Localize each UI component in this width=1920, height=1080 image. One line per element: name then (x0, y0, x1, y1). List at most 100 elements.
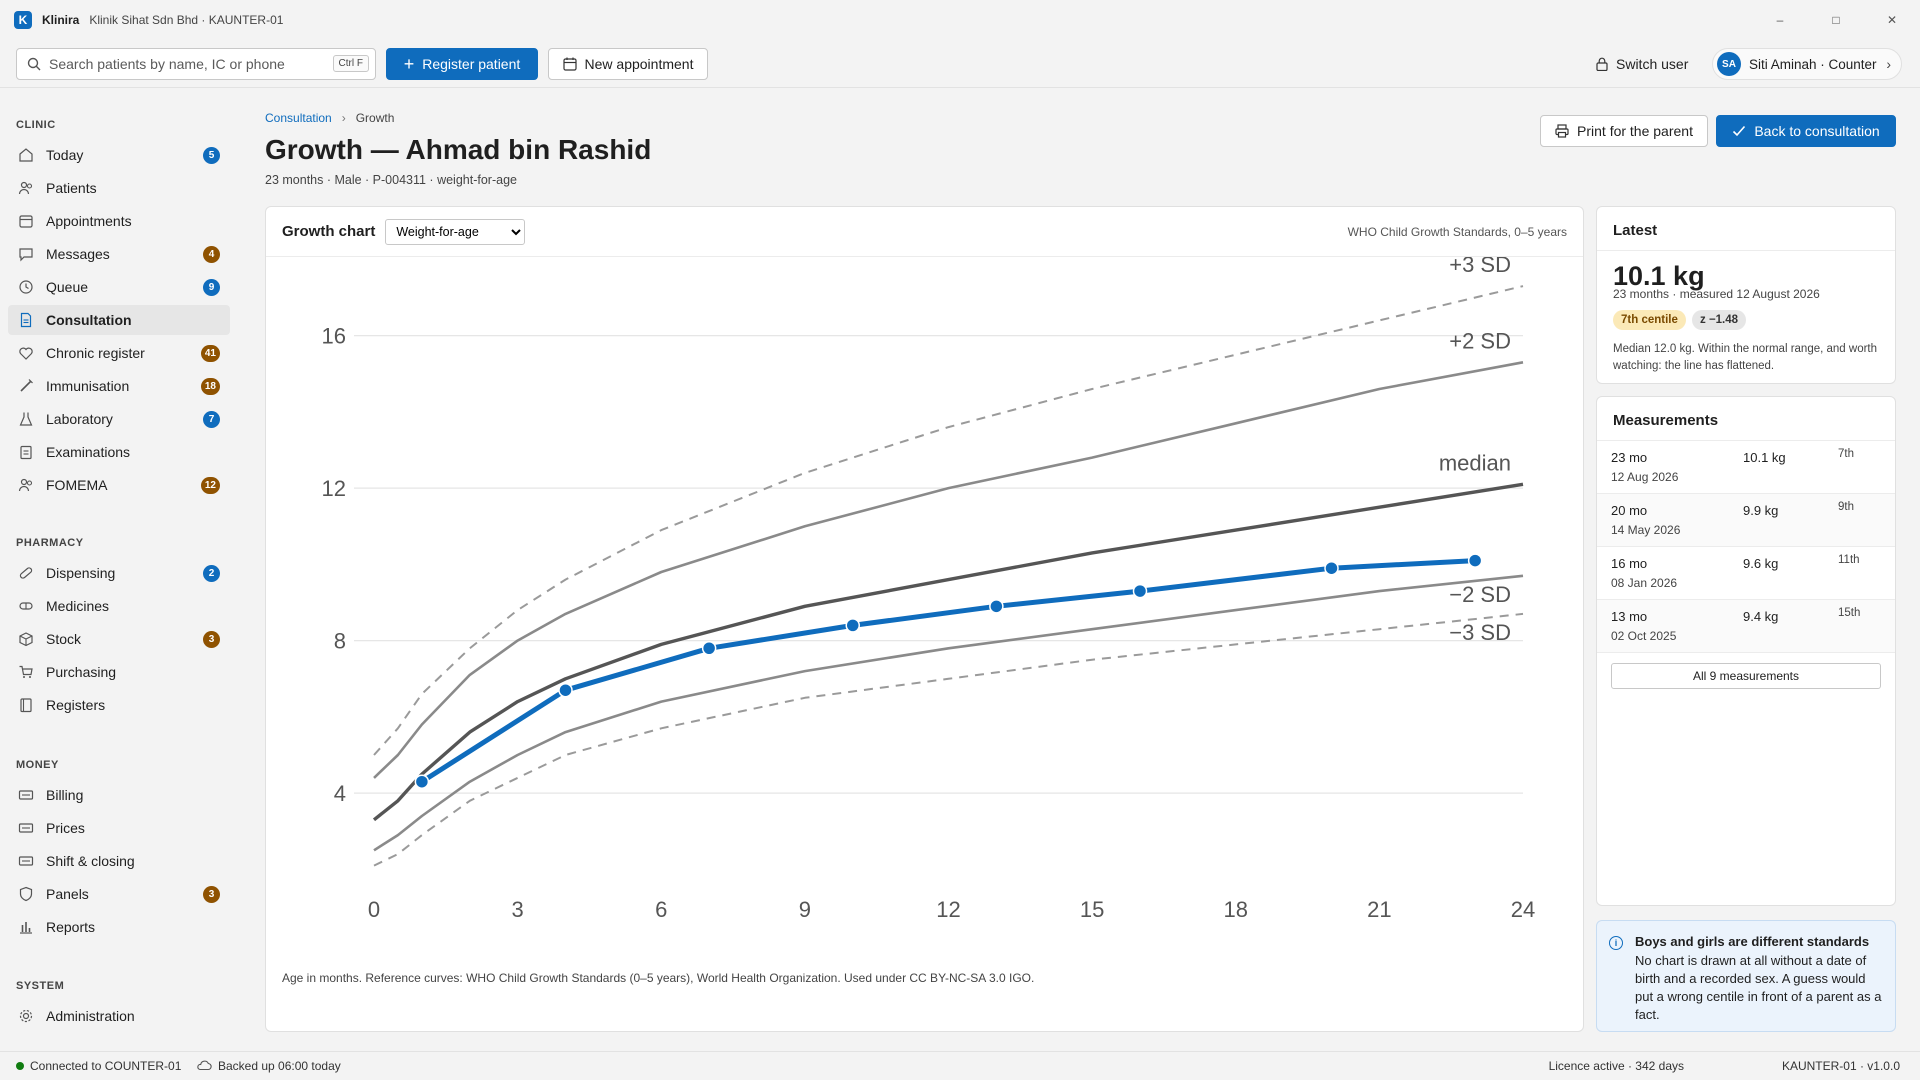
measurement-point (989, 599, 1004, 614)
measurement-point (1132, 583, 1148, 599)
switch-user-button[interactable]: Switch user (1596, 48, 1688, 80)
nav-section-system: SYSTEM (16, 980, 65, 992)
sidebar-item-patients[interactable]: Patients (8, 173, 230, 203)
sidebar-item-label: FOMEMA (46, 477, 108, 493)
x-tick-label: 3 (512, 897, 524, 922)
sidebar-item-medicines[interactable]: Medicines (8, 591, 230, 621)
x-tick-label: 18 (1224, 897, 1248, 922)
new-appointment-button[interactable]: New appointment (548, 48, 708, 80)
growth-chart-card: Growth chart Weight-for-age WHO Child Gr… (265, 206, 1584, 1032)
close-icon[interactable]: ✕ (1886, 13, 1898, 27)
patient-weight-line (420, 558, 1476, 784)
maximize-icon[interactable]: □ (1832, 13, 1840, 27)
latest-note: Median 12.0 kg. Within the normal range,… (1613, 343, 1878, 372)
measurement-row[interactable]: 16 mo 08 Jan 2026 9.6 kg 11th (1597, 547, 1895, 600)
measurement-date: 02 Oct 2025 (1611, 629, 1677, 643)
count-badge: 4 (203, 246, 220, 263)
sidebar-item-prices[interactable]: Prices (8, 813, 230, 843)
sidebar-item-panels[interactable]: Panels 3 (8, 879, 230, 909)
check-icon (1733, 125, 1746, 137)
search-shortcut-hint: Ctrl F (332, 55, 369, 72)
all-measurements-button[interactable]: All 9 measurements (1611, 663, 1881, 689)
latest-card: Latest 10.1 kg 23 months · measured 12 A… (1596, 206, 1896, 384)
user-menu[interactable]: SA Siti Aminah · Counter › (1712, 48, 1902, 80)
breadcrumb-consultation[interactable]: Consultation (265, 111, 332, 125)
people-icon (18, 477, 34, 493)
search-box[interactable]: Ctrl F (16, 48, 376, 80)
sidebar-item-chronic-register[interactable]: Chronic register 41 (8, 338, 230, 368)
connection-status: Connected to COUNTER-01 (30, 1059, 182, 1073)
sidebar-item-label: Immunisation (46, 378, 130, 394)
chart-type-select[interactable]: Weight-for-age (385, 218, 526, 245)
chart-source-note: Age in months. Reference curves: WHO Chi… (282, 971, 1035, 985)
growth-chart-label: Growth chart (282, 223, 376, 240)
y-tick-label: 12 (322, 476, 346, 501)
centile-badge: 7th centile (1613, 310, 1686, 330)
search-icon (27, 57, 41, 71)
sidebar-item-label: Prices (46, 820, 85, 836)
sidebar-item-shift-closing[interactable]: Shift & closing (8, 846, 230, 876)
register-patient-button[interactable]: + Register patient (386, 48, 538, 80)
pill-icon (18, 565, 34, 581)
chevron-right-icon: › (341, 111, 346, 125)
syringe-icon (18, 378, 34, 394)
sidebar-item-label: Reports (46, 919, 96, 935)
measurement-point (701, 641, 717, 656)
measurement-date: 08 Jan 2026 (1611, 576, 1678, 590)
register-patient-label: Register patient (422, 56, 521, 72)
x-tick-label: 24 (1511, 897, 1535, 922)
measurement-age: 13 mo (1611, 609, 1648, 624)
y-tick-label: 4 (334, 781, 346, 806)
gear-icon (18, 1008, 34, 1024)
sidebar-item-dispensing[interactable]: Dispensing 2 (8, 558, 230, 588)
latest-weight: 10.1 kg (1613, 261, 1705, 291)
box-icon (18, 631, 34, 647)
sidebar-item-label: Medicines (46, 598, 110, 614)
measurement-centile: 15th (1838, 607, 1861, 619)
measurement-row[interactable]: 13 mo 02 Oct 2025 9.4 kg 15th (1597, 600, 1895, 653)
reference-curve (373, 285, 1524, 756)
sidebar-item-stock[interactable]: Stock 3 (8, 624, 230, 654)
sidebar-item-label: Queue (46, 279, 89, 295)
sidebar-item-label: Registers (46, 697, 106, 713)
x-tick-label: 0 (368, 897, 380, 922)
sidebar-item-label: Today (46, 147, 84, 163)
measurement-row[interactable]: 23 mo 12 Aug 2026 10.1 kg 7th (1597, 441, 1895, 494)
sidebar-item-label: Consultation (46, 312, 132, 328)
sidebar-item-reports[interactable]: Reports (8, 912, 230, 942)
x-tick-label: 9 (799, 897, 811, 922)
count-badge: 12 (200, 477, 220, 494)
measurement-age: 20 mo (1611, 503, 1648, 518)
sidebar-item-administration[interactable]: Administration (8, 1001, 230, 1031)
count-badge: 18 (200, 378, 220, 395)
search-input[interactable] (49, 56, 329, 72)
licence-status: Licence active · 342 days (1548, 1059, 1684, 1073)
avatar: SA (1717, 52, 1741, 76)
sidebar-item-queue[interactable]: Queue 9 (8, 272, 230, 302)
status-bar: Connected to COUNTER-01 Backed up 06:00 … (0, 1051, 1920, 1080)
minimize-icon[interactable]: – (1776, 13, 1784, 27)
sidebar-item-label: Purchasing (46, 664, 117, 680)
sidebar-item-laboratory[interactable]: Laboratory 7 (8, 404, 230, 434)
sidebar-item-purchasing[interactable]: Purchasing (8, 657, 230, 687)
sidebar-item-billing[interactable]: Billing (8, 780, 230, 810)
sidebar-item-fomema[interactable]: FOMEMA 12 (8, 470, 230, 500)
nav-section-money: MONEY (16, 759, 59, 771)
measurement-centile: 11th (1838, 554, 1860, 566)
lock-icon (1596, 57, 1608, 71)
back-to-consultation-button[interactable]: Back to consultation (1716, 115, 1896, 147)
print-button[interactable]: Print for the parent (1540, 115, 1708, 147)
book-icon (18, 697, 34, 713)
sidebar-item-consultation[interactable]: Consultation (8, 305, 230, 335)
reference-curve-label: −2 SD (1449, 582, 1511, 607)
sidebar-item-today[interactable]: Today 5 (8, 140, 230, 170)
sidebar-item-examinations[interactable]: Examinations (8, 437, 230, 467)
sidebar-item-appointments[interactable]: Appointments (8, 206, 230, 236)
sidebar-item-registers[interactable]: Registers (8, 690, 230, 720)
clipboard-icon (18, 444, 34, 460)
measurement-row[interactable]: 20 mo 14 May 2026 9.9 kg 9th (1597, 494, 1895, 547)
z-score-badge: z −1.48 (1692, 310, 1747, 330)
sidebar-item-label: Billing (46, 787, 84, 803)
sidebar-item-immunisation[interactable]: Immunisation 18 (8, 371, 230, 401)
sidebar-item-messages[interactable]: Messages 4 (8, 239, 230, 269)
